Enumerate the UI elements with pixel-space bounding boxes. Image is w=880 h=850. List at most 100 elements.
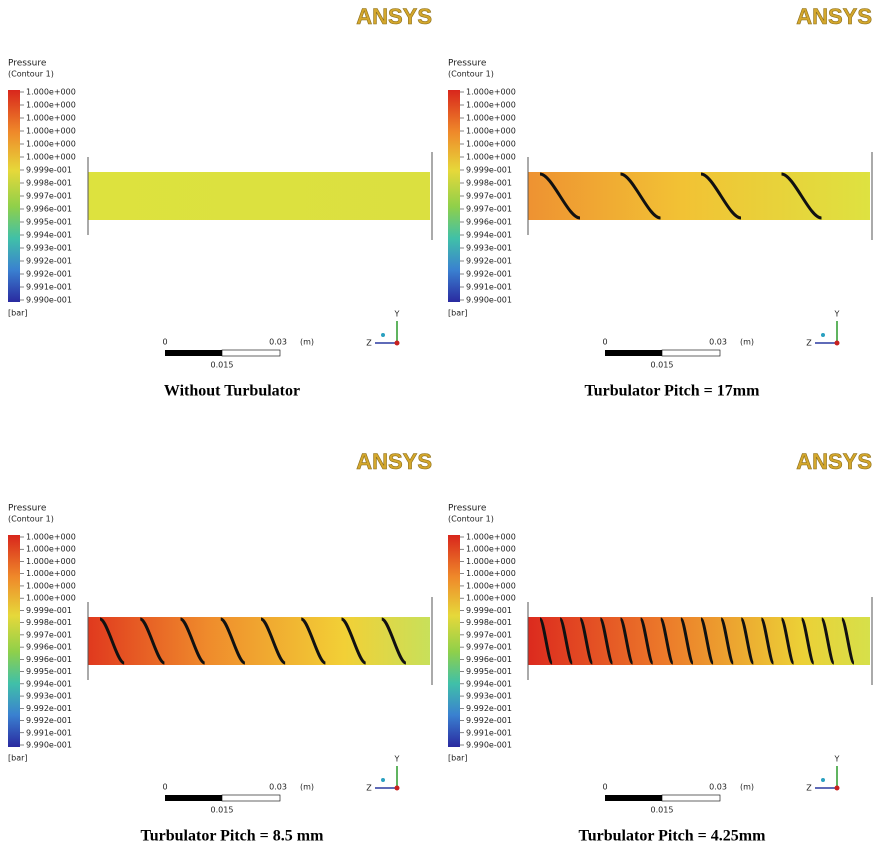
- legend-label: 1.000e+000: [26, 88, 76, 97]
- legend-label: 9.992e-001: [26, 270, 72, 279]
- logo: ANSYS: [796, 449, 872, 474]
- legend-label: 1.000e+000: [466, 533, 516, 542]
- legend-label: 9.994e-001: [466, 679, 512, 688]
- scale-black: [165, 350, 222, 356]
- legend-label: 1.000e+000: [26, 153, 76, 162]
- legend-label: 9.991e-001: [466, 283, 512, 292]
- legend-label: 9.991e-001: [26, 283, 72, 292]
- legend-label: 9.997e-001: [466, 643, 512, 652]
- legend-label: 1.000e+000: [26, 594, 76, 603]
- legend-label: 9.999e-001: [466, 166, 512, 175]
- axis-x: [395, 786, 400, 791]
- scale-end: 0.03: [709, 783, 727, 792]
- scale-start: 0: [162, 783, 167, 792]
- legend-label: 9.991e-001: [466, 728, 512, 737]
- legend-label: 9.992e-001: [26, 704, 72, 713]
- legend-label: 1.000e+000: [466, 557, 516, 566]
- colorbar: [8, 535, 20, 747]
- scale-black: [605, 795, 662, 801]
- legend-label: 1.000e+000: [466, 594, 516, 603]
- legend-label: 9.992e-001: [466, 716, 512, 725]
- unit: [bar]: [448, 754, 468, 763]
- legend-label: 9.990e-001: [26, 741, 72, 750]
- legend-label: 1.000e+000: [466, 101, 516, 110]
- legend-label: 9.997e-001: [26, 630, 72, 639]
- pipe: [88, 172, 430, 220]
- legend-label: 1.000e+000: [466, 153, 516, 162]
- caption: Without Turbulator: [164, 383, 300, 400]
- legend-label: 9.995e-001: [466, 667, 512, 676]
- scale-mid: 0.015: [211, 806, 234, 815]
- scale-end: 0.03: [709, 338, 727, 347]
- axis-y-label: Y: [394, 310, 400, 319]
- legend-label: 1.000e+000: [26, 101, 76, 110]
- legend-label: 9.994e-001: [26, 231, 72, 240]
- legend-label: 9.993e-001: [466, 244, 512, 253]
- legend-label: 1.000e+000: [466, 127, 516, 136]
- legend-subtitle: (Contour 1): [448, 70, 494, 79]
- legend-label: 9.996e-001: [26, 205, 72, 214]
- legend-subtitle: (Contour 1): [8, 70, 54, 79]
- axis-x: [835, 786, 840, 791]
- axis-y-label: Y: [834, 310, 840, 319]
- legend-label: 9.993e-001: [26, 244, 72, 253]
- axis-y-label: Y: [834, 755, 840, 764]
- legend-label: 1.000e+000: [26, 140, 76, 149]
- scale-mid: 0.015: [651, 806, 674, 815]
- scale-white: [662, 795, 720, 801]
- legend-label: 9.997e-001: [26, 192, 72, 201]
- caption: Turbulator Pitch = 8.5 mm: [141, 828, 325, 845]
- legend-label: 9.998e-001: [466, 179, 512, 188]
- legend-label: 9.994e-001: [26, 679, 72, 688]
- scale-unit: (m): [740, 338, 754, 347]
- scale-unit: (m): [740, 783, 754, 792]
- legend-label: 9.996e-001: [466, 655, 512, 664]
- legend-label: 9.995e-001: [26, 667, 72, 676]
- legend-label: 9.992e-001: [466, 704, 512, 713]
- axis-dot: [381, 333, 385, 337]
- legend-label: 1.000e+000: [466, 545, 516, 554]
- legend-label: 9.992e-001: [26, 716, 72, 725]
- axis-z-label: Z: [366, 784, 372, 793]
- legend-label: 9.992e-001: [26, 257, 72, 266]
- legend-label: 1.000e+000: [466, 114, 516, 123]
- caption: Turbulator Pitch = 4.25mm: [579, 828, 767, 845]
- legend-label: 1.000e+000: [26, 557, 76, 566]
- legend-label: 1.000e+000: [26, 533, 76, 542]
- unit: [bar]: [448, 309, 468, 318]
- legend-label: 9.999e-001: [26, 166, 72, 175]
- legend-label: 9.997e-001: [466, 205, 512, 214]
- legend-label: 9.999e-001: [26, 606, 72, 615]
- legend-label: 9.991e-001: [26, 728, 72, 737]
- colorbar: [8, 90, 20, 302]
- legend-label: 9.992e-001: [466, 257, 512, 266]
- scale-start: 0: [162, 338, 167, 347]
- colorbar: [448, 90, 460, 302]
- legend-label: 9.996e-001: [26, 655, 72, 664]
- legend-subtitle: (Contour 1): [8, 515, 54, 524]
- scale-end: 0.03: [269, 338, 287, 347]
- axis-z-label: Z: [806, 784, 812, 793]
- legend-label: 9.997e-001: [466, 192, 512, 201]
- legend-label: 9.998e-001: [26, 179, 72, 188]
- logo: ANSYS: [356, 449, 432, 474]
- legend-label: 9.993e-001: [26, 692, 72, 701]
- legend-label: 9.993e-001: [466, 692, 512, 701]
- scale-end: 0.03: [269, 783, 287, 792]
- axis-y-label: Y: [394, 755, 400, 764]
- axis-x: [395, 341, 400, 346]
- scale-unit: (m): [300, 783, 314, 792]
- legend-label: 9.994e-001: [466, 231, 512, 240]
- pipe: [528, 617, 870, 665]
- legend-label: 9.992e-001: [466, 270, 512, 279]
- legend-label: 1.000e+000: [26, 545, 76, 554]
- unit: [bar]: [8, 754, 28, 763]
- scale-mid: 0.015: [651, 361, 674, 370]
- scale-black: [165, 795, 222, 801]
- legend-label: 1.000e+000: [26, 569, 76, 578]
- legend-label: 9.990e-001: [466, 741, 512, 750]
- legend-title: Pressure: [448, 59, 487, 69]
- scale-white: [222, 795, 280, 801]
- pipe: [528, 172, 870, 220]
- legend-label: 1.000e+000: [26, 581, 76, 590]
